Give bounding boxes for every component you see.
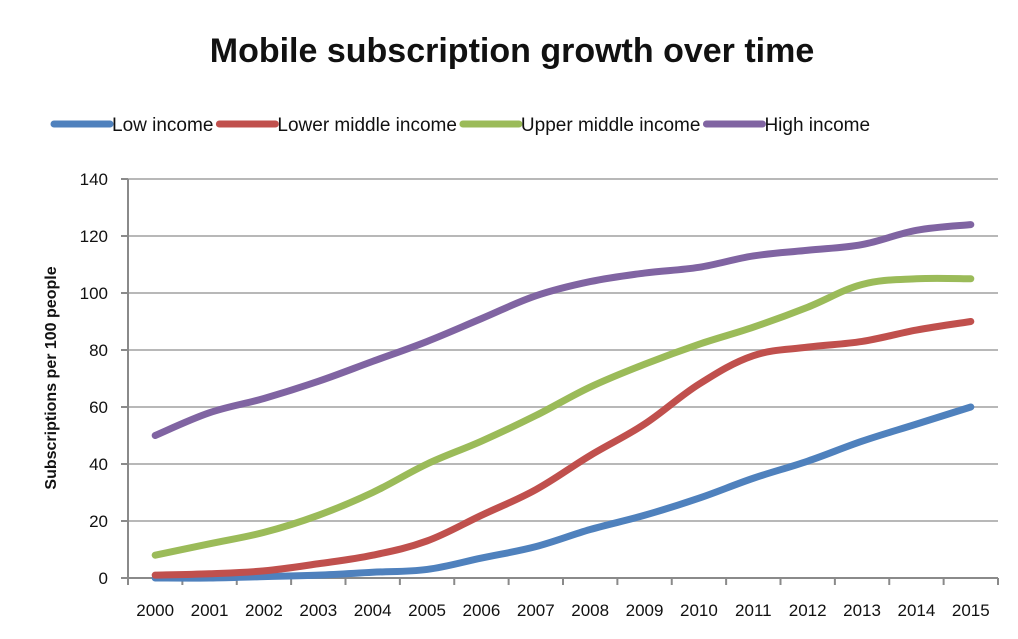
legend-label-high-income: High income xyxy=(764,115,870,136)
y-axis-label: Subscriptions per 100 people xyxy=(43,266,60,489)
axes xyxy=(121,178,999,585)
x-tick-label: 2002 xyxy=(245,601,283,620)
series-line-low-income xyxy=(151,403,975,582)
x-tick-label: 2010 xyxy=(680,601,718,620)
x-tick-labels: 2000 2001 2002 2003 2004 2005 2006 2007 2008 2009… xyxy=(136,601,989,620)
y-tick-label: 140 xyxy=(80,170,108,189)
y-tick-label: 80 xyxy=(89,341,108,360)
x-tick-label: 2015 xyxy=(952,601,990,620)
x-tick-label: 2000 xyxy=(136,601,174,620)
x-tick-label: 2007 xyxy=(517,601,555,620)
legend-label-lower-middle-income: Lower middle income xyxy=(277,115,457,136)
x-tick-label: 2003 xyxy=(299,601,337,620)
x-tick-label: 2014 xyxy=(898,601,936,620)
chart-title: Mobile subscription growth over time xyxy=(210,32,815,70)
x-tick-label: 2006 xyxy=(463,601,501,620)
y-tick-labels: 0 20 40 60 80 100 120 140 xyxy=(80,170,108,588)
legend: Low income Lower middle income Upper middl… xyxy=(50,115,870,136)
x-tick-label: 2008 xyxy=(571,601,609,620)
x-tick-label: 2004 xyxy=(354,601,392,620)
y-tick-label: 120 xyxy=(80,227,108,246)
x-tick-label: 2011 xyxy=(735,601,772,620)
y-tick-label: 60 xyxy=(89,398,108,417)
series-line-lower-middle-income xyxy=(151,318,975,579)
y-tick-label: 40 xyxy=(89,455,108,474)
series-lines xyxy=(151,221,975,582)
legend-label-low-income: Low income xyxy=(112,115,213,136)
y-tick-label: 20 xyxy=(89,512,108,531)
x-tick-label: 2012 xyxy=(789,601,827,620)
legend-label-upper-middle-income: Upper middle income xyxy=(521,115,701,136)
x-tick-label: 2013 xyxy=(843,601,881,620)
x-tick-label: 2001 xyxy=(191,601,229,620)
y-tick-label: 0 xyxy=(99,569,108,588)
series-line-high-income xyxy=(151,221,975,439)
x-tick-label: 2005 xyxy=(408,601,446,620)
y-tick-label: 100 xyxy=(80,284,108,303)
series-line-upper-middle-income xyxy=(151,274,975,559)
x-tick-label: 2009 xyxy=(626,601,664,620)
gridlines xyxy=(128,178,998,522)
